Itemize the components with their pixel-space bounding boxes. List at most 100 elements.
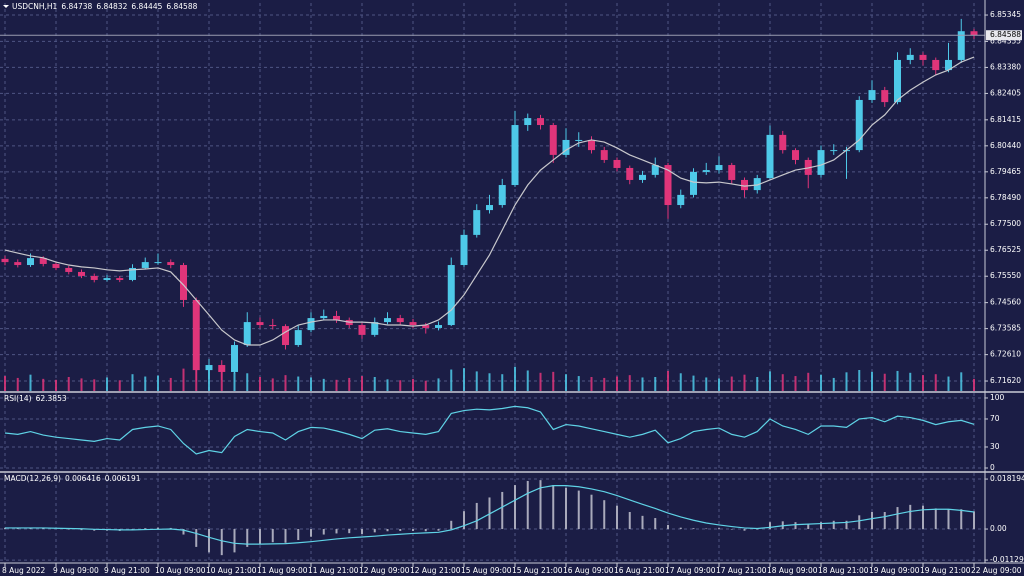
dropdown-icon bbox=[3, 5, 9, 8]
macd-bar bbox=[259, 529, 261, 545]
macd-bar bbox=[182, 529, 185, 535]
macd-bar bbox=[718, 528, 720, 530]
x-tick-label: 18 Aug 09:00 bbox=[767, 566, 818, 575]
header-value: 6.84832 bbox=[96, 2, 127, 11]
volume-bar bbox=[552, 371, 555, 391]
x-tick-label: 18 Aug 21:00 bbox=[818, 566, 869, 575]
macd-bar bbox=[794, 522, 797, 530]
y-tick-label: 70 bbox=[990, 414, 1000, 423]
candle-body bbox=[728, 165, 736, 180]
macd-bar bbox=[832, 520, 835, 530]
macd-bar bbox=[577, 490, 580, 530]
macd-bar bbox=[960, 509, 963, 530]
signal-line bbox=[5, 485, 975, 545]
macd-bar bbox=[335, 529, 338, 534]
macd-bar bbox=[475, 502, 478, 530]
candle-body bbox=[180, 265, 187, 300]
volume-bar bbox=[118, 380, 121, 391]
volume-bar bbox=[526, 370, 529, 391]
x-tick-label: 11 Aug 21:00 bbox=[308, 566, 359, 575]
volume-bar bbox=[16, 377, 19, 391]
volume-bar bbox=[4, 376, 6, 391]
candle-body bbox=[129, 267, 136, 280]
y-tick-label: 6.75550 bbox=[990, 271, 1021, 280]
indicator-line bbox=[4, 405, 975, 455]
candle-body bbox=[639, 174, 646, 180]
candle-body bbox=[600, 150, 608, 160]
volume-bar bbox=[335, 379, 338, 391]
candle-body bbox=[396, 318, 404, 323]
volume-bar bbox=[93, 379, 96, 391]
volume-bar bbox=[858, 370, 861, 391]
candle-body bbox=[435, 325, 442, 328]
macd-bar bbox=[322, 529, 325, 535]
panel-header: MACD(12,26,9) 0.006416 0.006191 bbox=[4, 474, 141, 483]
macd-bar bbox=[399, 529, 402, 531]
candle-body bbox=[894, 59, 901, 103]
y-tick-label: 6.79465 bbox=[990, 167, 1021, 176]
x-tick-label: 9 Aug 09:00 bbox=[53, 566, 99, 575]
candle-body bbox=[116, 278, 124, 280]
candle-body bbox=[14, 262, 22, 266]
volume-bar bbox=[667, 370, 669, 391]
x-tick-label: 22 Aug 09:00 bbox=[971, 566, 1022, 575]
macd-bar bbox=[412, 529, 414, 531]
candle-body bbox=[626, 167, 634, 180]
macd-bar bbox=[743, 529, 746, 531]
volume-bar bbox=[348, 377, 351, 391]
candle-body bbox=[269, 325, 277, 327]
candle-body bbox=[549, 125, 557, 155]
volume-bar bbox=[29, 374, 32, 391]
candle-body bbox=[371, 322, 379, 335]
volume-bar bbox=[297, 376, 300, 391]
x-tick-label: 15 Aug 21:00 bbox=[512, 566, 563, 575]
macd-bar bbox=[807, 524, 810, 530]
volume-bar bbox=[845, 372, 848, 391]
volume-bar bbox=[131, 374, 134, 391]
candle-body bbox=[868, 90, 876, 100]
candle-body bbox=[575, 139, 583, 141]
macd-bar bbox=[310, 529, 312, 537]
current-price-label: 6.84588 bbox=[990, 30, 1021, 39]
candle-body bbox=[282, 326, 289, 346]
volume-bar bbox=[922, 375, 924, 391]
volume-bar bbox=[373, 377, 376, 391]
macd-bar bbox=[361, 529, 363, 534]
volume-bar bbox=[934, 374, 937, 391]
volume-bar bbox=[67, 377, 70, 391]
candle-body bbox=[970, 31, 978, 36]
candle-body bbox=[154, 262, 162, 264]
y-tick-label: 0 bbox=[990, 463, 995, 472]
y-tick-label: 6.83380 bbox=[990, 62, 1021, 71]
volume-bar bbox=[233, 372, 236, 391]
x-tick-label: 10 Aug 21:00 bbox=[206, 566, 257, 575]
volume-bar bbox=[55, 379, 57, 391]
y-tick-label: 6.78490 bbox=[990, 193, 1021, 202]
volume-bar bbox=[883, 373, 886, 391]
macd-bar bbox=[820, 522, 822, 530]
candle-body bbox=[881, 90, 889, 103]
volume-bar bbox=[310, 377, 312, 391]
x-tick-label: 19 Aug 09:00 bbox=[869, 566, 920, 575]
candle-body bbox=[103, 278, 111, 280]
candle-body bbox=[192, 299, 200, 371]
candle-body bbox=[524, 118, 532, 126]
macd-bar bbox=[488, 497, 491, 530]
macd-bar bbox=[871, 512, 873, 530]
volume-bar bbox=[501, 374, 504, 391]
volume-bar bbox=[705, 377, 708, 391]
candle-body bbox=[779, 134, 787, 151]
volume-bar bbox=[947, 376, 950, 391]
volume-bar bbox=[807, 372, 810, 391]
macd-bar bbox=[922, 505, 924, 530]
volume-bar bbox=[450, 369, 453, 391]
macd-bar bbox=[858, 515, 861, 530]
candle-body bbox=[664, 165, 672, 206]
volume-bar bbox=[157, 375, 159, 391]
volume-bar bbox=[871, 371, 873, 391]
macd-bar bbox=[271, 529, 274, 543]
y-tick-label: 6.74560 bbox=[990, 298, 1021, 307]
macd-bar bbox=[195, 529, 198, 547]
macd-bar bbox=[692, 528, 695, 530]
macd-bar bbox=[565, 487, 567, 530]
